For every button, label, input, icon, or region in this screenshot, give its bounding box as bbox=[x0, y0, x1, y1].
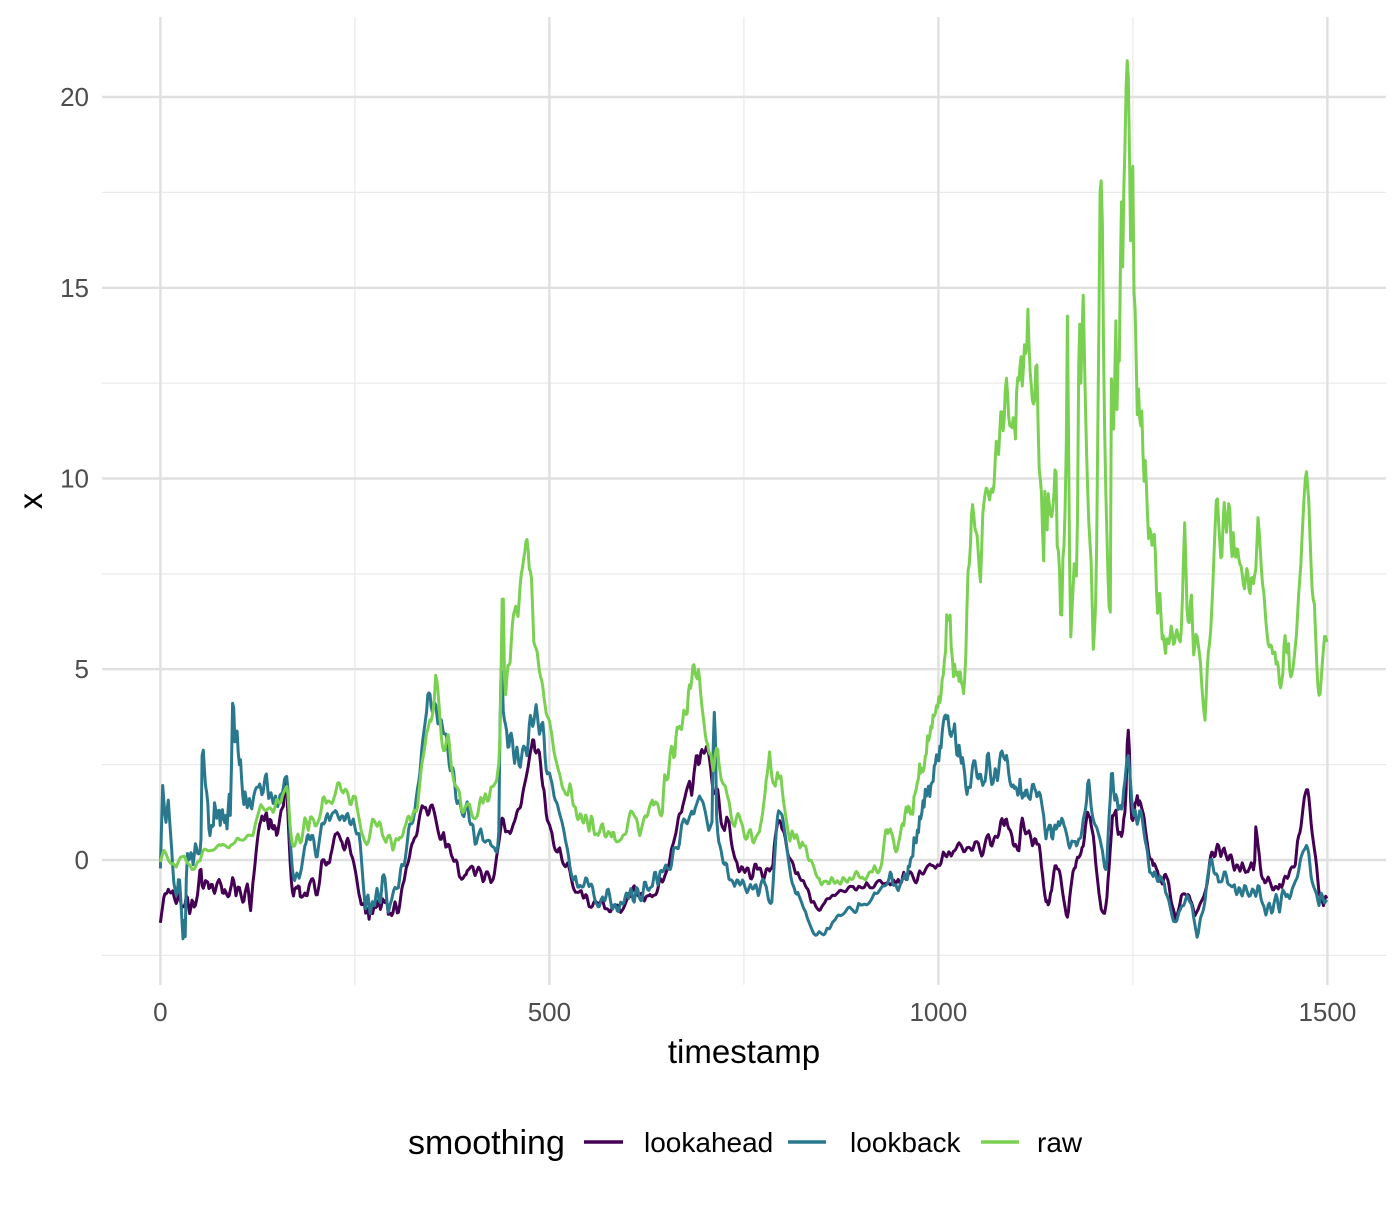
svg-text:5: 5 bbox=[75, 654, 89, 684]
svg-text:timestamp: timestamp bbox=[668, 1033, 820, 1070]
svg-text:raw: raw bbox=[1037, 1127, 1083, 1158]
svg-text:0: 0 bbox=[153, 997, 167, 1027]
svg-text:15: 15 bbox=[60, 273, 89, 303]
svg-text:20: 20 bbox=[60, 82, 89, 112]
svg-text:smoothing: smoothing bbox=[408, 1124, 565, 1162]
svg-text:lookahead: lookahead bbox=[644, 1127, 773, 1158]
svg-text:10: 10 bbox=[60, 464, 89, 494]
svg-text:500: 500 bbox=[528, 997, 571, 1027]
svg-text:lookback: lookback bbox=[850, 1127, 962, 1158]
svg-text:0: 0 bbox=[75, 845, 89, 875]
svg-text:x: x bbox=[12, 492, 49, 509]
svg-text:1000: 1000 bbox=[909, 997, 967, 1027]
svg-text:1500: 1500 bbox=[1298, 997, 1356, 1027]
